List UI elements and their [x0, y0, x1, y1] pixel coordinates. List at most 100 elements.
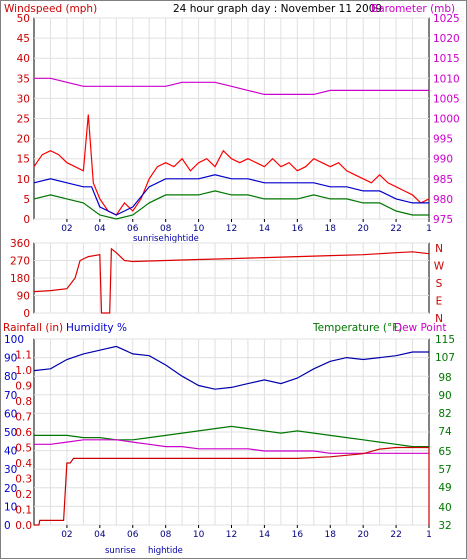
x-tick-label: 10 [193, 224, 205, 234]
barometer-tick-label: 985 [433, 174, 453, 186]
barometer-tick-label: 990 [433, 154, 453, 166]
humidity-tick-label: 0 [4, 520, 11, 532]
x-tick-label: 14 [259, 530, 271, 540]
compass-label: E [436, 296, 443, 308]
humidity-tick-label: 80 [4, 371, 17, 383]
barometer-tick-label: 975 [433, 214, 453, 226]
windspeed-tick-label: 40 [17, 53, 30, 65]
rain-tick-label: 0.8 [15, 396, 32, 408]
direction-tick-label: 0 [23, 308, 30, 320]
temperature-tick-label: 57 [438, 464, 451, 476]
sunrise-label-top: sunrise [133, 234, 164, 244]
rain-tick-label: 0.5 [15, 443, 32, 455]
direction-tick-label: 270 [10, 256, 30, 268]
humidity-tick-label: 20 [4, 483, 17, 495]
x-tick-label: 02 [61, 530, 72, 540]
x-tick-label: 02 [61, 224, 72, 234]
hightide-label-top: hightide [164, 234, 199, 244]
rain-tick-label: 0.0 [15, 520, 32, 532]
temperature-tick-label: 74 [438, 426, 452, 438]
rain-tick-label: 0.7 [15, 412, 32, 424]
x-tick-label: 16 [292, 530, 304, 540]
x-tick-label: 06 [127, 224, 139, 234]
humidity-tick-label: 70 [4, 390, 17, 402]
rain-tick-label: 1.1 [15, 350, 32, 362]
windspeed-tick-label: 25 [17, 114, 30, 126]
x-tick-label: 12 [226, 530, 237, 540]
humidity-tick-label: 30 [4, 464, 17, 476]
barometer-axis-title: Barometer (mb) [371, 3, 455, 15]
temperature-tick-label: 90 [438, 390, 451, 402]
x-tick-label: 1 [426, 224, 432, 234]
x-tick-label: 16 [292, 224, 304, 234]
windspeed-axis-title: Windspeed (mph) [4, 3, 97, 15]
humidity-tick-label: 50 [4, 427, 17, 439]
barometer-tick-label: 1010 [433, 73, 460, 85]
direction-tick-label: 180 [10, 273, 30, 285]
direction-tick-label: 360 [10, 238, 30, 250]
temperature-axis-title: Temperature (°F) [312, 322, 402, 334]
x-tick-label: 1 [426, 530, 432, 540]
rain-tick-label: 0.9 [15, 381, 32, 393]
windspeed-tick-label: 45 [17, 33, 30, 45]
barometer-tick-label: 980 [433, 194, 453, 206]
series-rainfall-in- [34, 446, 430, 526]
rain-tick-label: 0.4 [15, 458, 32, 470]
x-tick-label: 10 [193, 530, 205, 540]
humidity-tick-label: 100 [4, 334, 24, 346]
x-tick-label: 22 [390, 224, 401, 234]
x-tick-label: 14 [259, 224, 271, 234]
compass-label: N [435, 243, 443, 255]
x-tick-label: 12 [226, 224, 237, 234]
temperature-tick-label: 49 [438, 482, 451, 494]
x-tick-label: 08 [160, 530, 172, 540]
dewpoint-axis-title: Dew Point [394, 322, 447, 334]
series-low [33, 190, 429, 220]
x-tick-label: 06 [127, 530, 139, 540]
windspeed-tick-label: 0 [23, 214, 30, 226]
plot-layer: 0510152025303540455097598098599099510001… [4, 13, 460, 540]
barometer-tick-label: 995 [433, 134, 453, 146]
rain-tick-label: 0.3 [15, 474, 32, 486]
windspeed-tick-label: 35 [17, 73, 30, 85]
windspeed-tick-label: 15 [17, 154, 30, 166]
rain-tick-label: 0.1 [15, 505, 32, 517]
barometer-tick-label: 1015 [433, 53, 460, 65]
x-tick-label: 20 [357, 224, 369, 234]
windspeed-tick-label: 50 [17, 13, 30, 25]
barometer-tick-label: 1020 [433, 33, 460, 45]
series-average [33, 174, 429, 216]
rain-tick-label: 1.0 [15, 365, 32, 377]
temperature-tick-label: 98 [438, 372, 451, 384]
rain-tick-label: 0.2 [15, 489, 32, 501]
temperature-tick-label: 65 [438, 446, 451, 458]
temperature-tick-label: 82 [438, 408, 451, 420]
humidity-tick-label: 40 [4, 446, 17, 458]
compass-label: N [435, 313, 443, 325]
rain-tick-label: 0.6 [15, 427, 32, 439]
series-humidity- [33, 345, 429, 390]
compass-label: W [434, 261, 445, 273]
x-tick-label: 18 [325, 530, 337, 540]
x-tick-label: 04 [94, 224, 106, 234]
temperature-tick-label: 40 [438, 502, 451, 514]
humidity-tick-label: 60 [4, 408, 17, 420]
windspeed-tick-label: 10 [17, 174, 30, 186]
x-tick-label: 08 [160, 224, 172, 234]
x-tick-label: 18 [325, 224, 337, 234]
x-tick-label: 04 [94, 530, 106, 540]
humidity-axis-title: Humidity % [66, 322, 127, 334]
series-wind-direction [33, 247, 430, 314]
humidity-tick-label: 90 [4, 353, 17, 365]
chart-title: 24 hour graph day : November 11 2009 [173, 3, 382, 15]
barometer-tick-label: 1005 [433, 93, 460, 105]
windspeed-tick-label: 20 [17, 134, 30, 146]
x-tick-label: 20 [357, 530, 369, 540]
sunrise-label-bottom: sunrise [105, 546, 136, 556]
humidity-tick-label: 10 [4, 501, 17, 513]
barometer-tick-label: 1000 [433, 114, 460, 126]
windspeed-tick-label: 5 [23, 194, 30, 206]
temperature-tick-label: 115 [435, 334, 455, 346]
